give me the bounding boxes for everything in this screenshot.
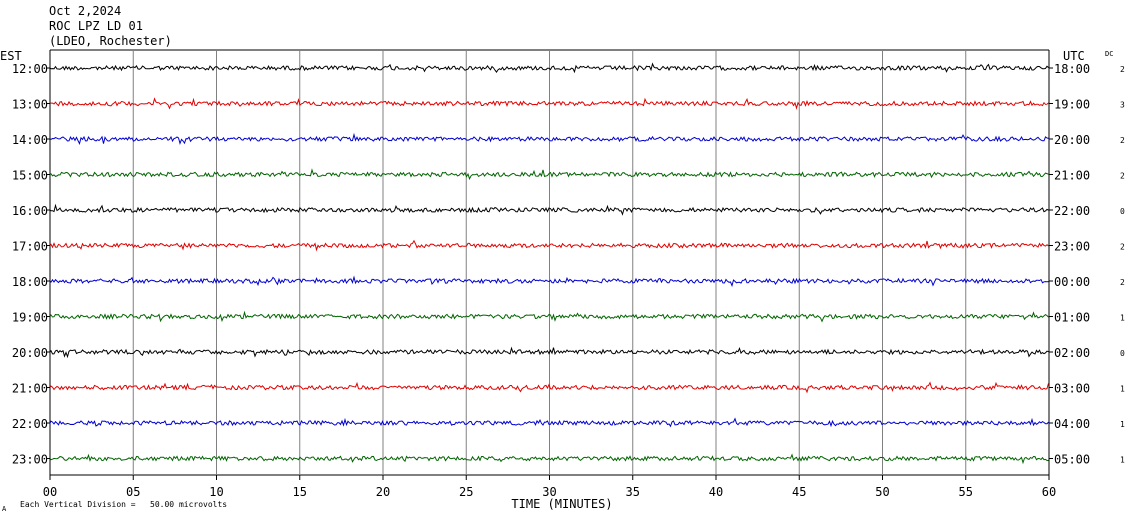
dc-offset-value: 1 xyxy=(1120,456,1125,465)
est-time-label: 18:00 xyxy=(12,275,48,289)
dc-offset-value: 0 xyxy=(1120,349,1125,358)
x-tick-label: 05 xyxy=(126,485,140,499)
dc-offset-value: 1 xyxy=(1120,385,1125,394)
chart-date: Oct 2,2024 xyxy=(49,4,122,18)
dc-column-label: DC xyxy=(1105,50,1113,58)
seismic-trace-row xyxy=(49,239,1049,252)
est-time-label: 16:00 xyxy=(12,204,48,218)
est-time-label: 22:00 xyxy=(12,417,48,431)
dc-offset-value: 2 xyxy=(1120,172,1125,181)
utc-time-label: 22:00 xyxy=(1054,204,1090,218)
scale-note: Each Vertical Division = 50.00 microvolt… xyxy=(20,500,227,509)
utc-zone-label: UTC xyxy=(1063,49,1085,63)
x-tick-label: 10 xyxy=(209,485,223,499)
utc-time-label: 03:00 xyxy=(1054,382,1090,396)
x-tick-label: 25 xyxy=(459,485,473,499)
est-time-label: 23:00 xyxy=(12,453,48,467)
est-zone-label: EST xyxy=(0,49,22,63)
est-time-label: 20:00 xyxy=(12,346,48,360)
x-tick-label: 60 xyxy=(1042,485,1056,499)
seismic-trace-row xyxy=(49,62,1049,74)
utc-time-label: 01:00 xyxy=(1054,311,1090,325)
dc-offset-value: 1 xyxy=(1120,420,1125,429)
grid-lines xyxy=(46,49,1053,480)
est-time-label: 14:00 xyxy=(12,133,48,147)
row-labels: 12:00 18:00 213:00 19:00 314:00 20:00 215:00 21… xyxy=(12,62,1125,467)
utc-time-label: 02:00 xyxy=(1054,346,1090,360)
est-time-label: 13:00 xyxy=(12,98,48,112)
x-tick-label: 15 xyxy=(293,485,307,499)
utc-time-label: 19:00 xyxy=(1054,98,1090,112)
dc-offset-value: 3 xyxy=(1120,101,1125,110)
utc-time-label: 18:00 xyxy=(1054,62,1090,76)
utc-time-label: 05:00 xyxy=(1054,453,1090,467)
dc-offset-value: 2 xyxy=(1120,65,1125,74)
seismic-trace-row xyxy=(49,453,1049,465)
utc-time-label: 04:00 xyxy=(1054,417,1090,431)
seismic-trace-row xyxy=(49,97,1049,110)
seismic-trace-row xyxy=(49,203,1049,216)
x-tick-label: 50 xyxy=(875,485,889,499)
x-tick-label: 40 xyxy=(709,485,723,499)
seismic-trace-row xyxy=(49,381,1049,394)
seismic-trace-row xyxy=(49,132,1049,146)
x-tick-label: 45 xyxy=(792,485,806,499)
utc-time-label: 20:00 xyxy=(1054,133,1090,147)
x-tick-label: 55 xyxy=(959,485,973,499)
est-time-label: 12:00 xyxy=(12,62,48,76)
x-tick-label: 00 xyxy=(43,485,57,499)
est-time-label: 21:00 xyxy=(12,382,48,396)
utc-time-label: 23:00 xyxy=(1054,240,1090,254)
x-axis-title: TIME (MINUTES) xyxy=(511,497,612,511)
utc-time-label: 21:00 xyxy=(1054,169,1090,183)
dc-offset-value: 1 xyxy=(1120,314,1125,323)
station-name: ROC LPZ LD 01 xyxy=(49,19,143,33)
dc-offset-value: 2 xyxy=(1120,136,1125,145)
est-time-label: 17:00 xyxy=(12,240,48,254)
seismic-trace-row xyxy=(49,310,1049,323)
dc-offset-value: 2 xyxy=(1120,243,1125,252)
corner-mark: A xyxy=(2,505,7,513)
seismic-trace-row xyxy=(49,417,1049,428)
dc-offset-value: 2 xyxy=(1120,278,1125,287)
est-time-label: 19:00 xyxy=(12,311,48,325)
dc-offset-value: 0 xyxy=(1120,207,1125,216)
utc-time-label: 00:00 xyxy=(1054,275,1090,289)
seismic-trace-row xyxy=(49,346,1049,359)
x-axis-ticks: 00 05 10 15 20 25 30 35 40 45 50 55 60 xyxy=(43,485,1056,499)
trace-group xyxy=(49,62,1049,465)
seismic-trace-row xyxy=(49,168,1049,181)
x-tick-label: 20 xyxy=(376,485,390,499)
x-tick-label: 35 xyxy=(626,485,640,499)
x-tick-label: 30 xyxy=(542,485,556,499)
est-time-label: 15:00 xyxy=(12,169,48,183)
station-network: (LDEO, Rochester) xyxy=(49,34,172,48)
seismic-trace-row xyxy=(49,275,1049,288)
